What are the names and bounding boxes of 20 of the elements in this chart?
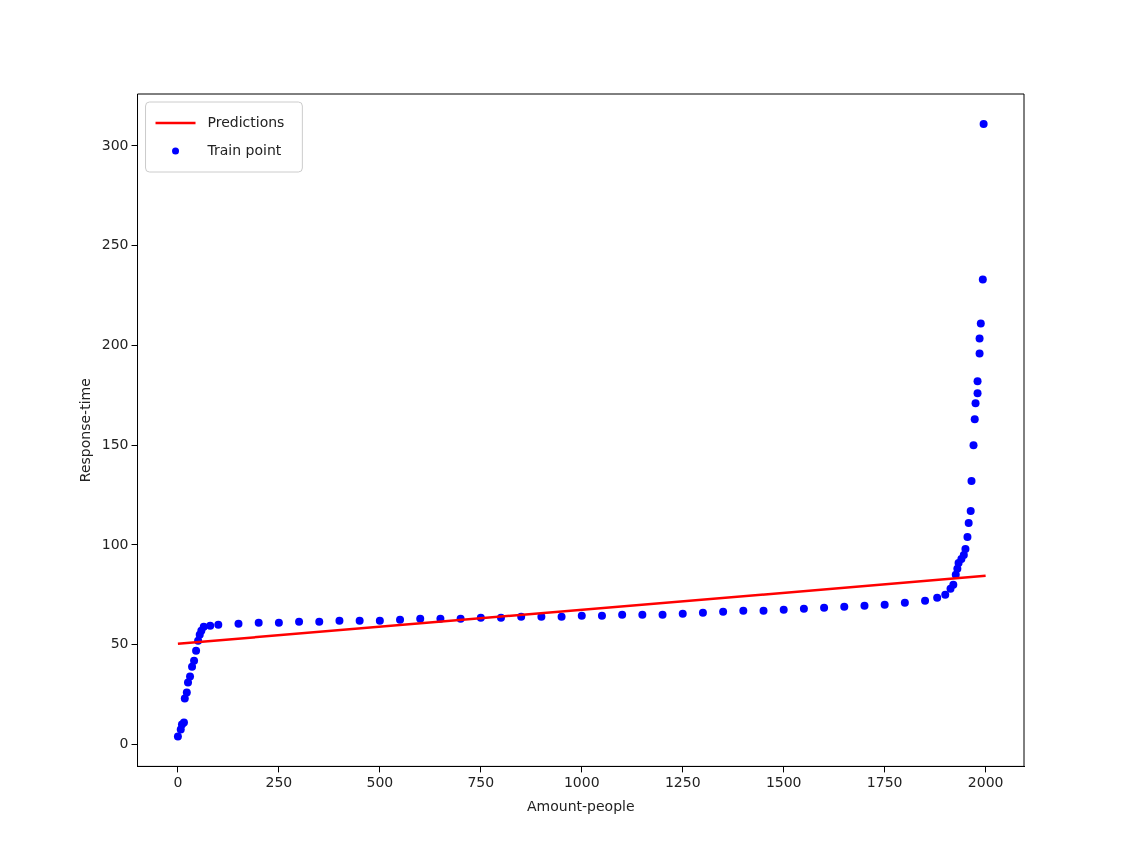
x-tick-label: 1750 — [866, 774, 903, 791]
x-tick-label: 750 — [467, 774, 495, 791]
y-tick-label: 300 — [101, 136, 129, 153]
x-tick-label: 250 — [265, 774, 293, 791]
y-tick-label: 150 — [101, 435, 129, 452]
x-tick-label: 1500 — [765, 774, 802, 791]
y-tick-label: 50 — [110, 635, 129, 652]
x-axis-title: Amount-people — [527, 798, 635, 815]
y-tick-label: 100 — [101, 535, 129, 552]
legend-label: Predictions — [207, 113, 285, 130]
y-tick-label: 0 — [119, 735, 129, 752]
x-tick-label: 500 — [366, 774, 394, 791]
y-tick-label: 250 — [101, 236, 129, 253]
x-tick-label: 1000 — [563, 774, 600, 791]
x-tick-label: 2000 — [967, 774, 1004, 791]
legend-label: Train point — [206, 141, 282, 158]
y-tick-label: 200 — [101, 336, 129, 353]
x-tick-label: 0 — [173, 774, 183, 791]
y-axis-title: Response-time — [77, 378, 94, 483]
x-tick-label: 1250 — [664, 774, 701, 791]
